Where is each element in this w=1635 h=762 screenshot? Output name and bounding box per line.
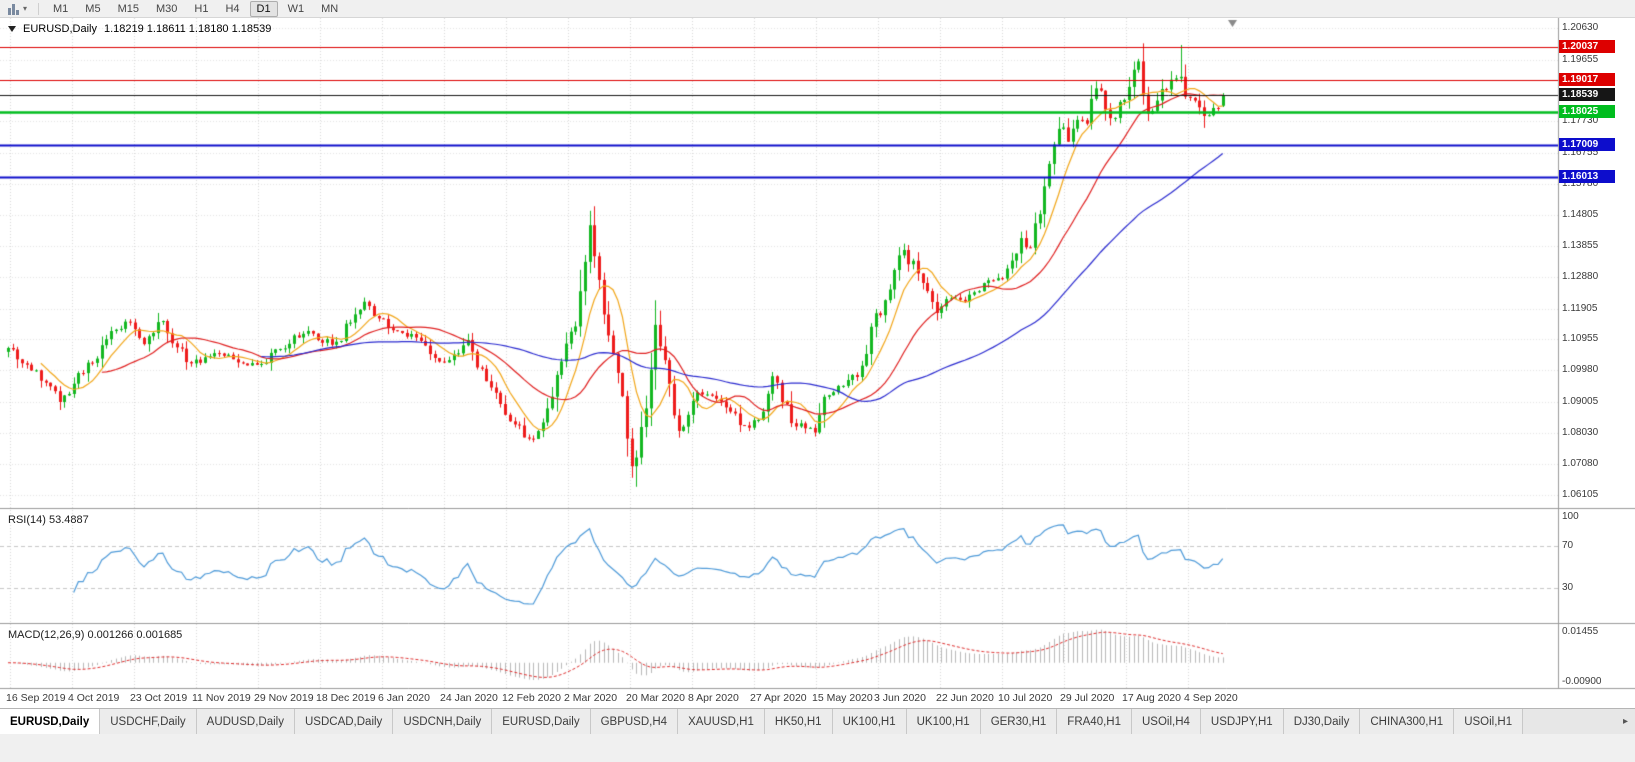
timeframe-button-w1[interactable]: W1 [287, 2, 305, 15]
date-label: 12 Feb 2020 [502, 692, 561, 704]
chart-tab-china300-h1[interactable]: CHINA300,H1 [1360, 709, 1455, 734]
macd-values: 0.001266 0.001685 [87, 629, 183, 641]
y-axis-label: 1.09980 [1562, 364, 1599, 375]
chart-ohlc: 1.18219 1.18611 1.18180 1.18539 [103, 23, 272, 35]
chart-tab-eurusd-daily[interactable]: EURUSD,Daily [492, 709, 591, 734]
price-tag: 1.18539 [1559, 88, 1615, 101]
date-label: 24 Jan 2020 [440, 692, 498, 704]
price-tag: 1.18025 [1559, 105, 1615, 118]
chart-tab-usoil-h1[interactable]: USOil,H1 [1454, 709, 1524, 734]
y-axis-label: 1.07080 [1562, 458, 1599, 469]
timeframe-button-d1[interactable]: D1 [249, 0, 278, 17]
y-axis-label: 1.10955 [1562, 333, 1599, 344]
timeframe-buttons: M1 M5 M15 M30 H1 H4 D1 W1 MN [46, 0, 345, 17]
rsi-label: RSI(14) 53.4887 [8, 514, 89, 526]
y-axis-label: 1.08030 [1562, 427, 1599, 438]
y-axis-label: 1.12880 [1562, 271, 1599, 282]
y-axis-label: 1.06105 [1562, 489, 1599, 500]
price-tag: 1.17009 [1559, 138, 1615, 151]
chart-tab-usdjpy-h1[interactable]: USDJPY,H1 [1200, 709, 1284, 734]
rsi-axis-label: 100 [1562, 511, 1579, 522]
y-axis-label: 1.19655 [1562, 54, 1599, 65]
date-label: 29 Jul 2020 [1060, 692, 1115, 704]
rsi-axis-label: 70 [1562, 540, 1574, 551]
chart-tab-usdcnh-daily[interactable]: USDCNH,Daily [393, 709, 493, 734]
macd-name: MACD(12,26,9) [8, 629, 85, 641]
chart-tab-usoil-h4[interactable]: USOil,H4 [1131, 709, 1201, 734]
chart-tab-usdcad-daily[interactable]: USDCAD,Daily [294, 709, 394, 734]
date-label: 18 Dec 2019 [316, 692, 376, 704]
y-axis-label: 1.16755 [1562, 147, 1599, 158]
timeframe-toolbar: ▾ M1 M5 M15 M30 H1 H4 D1 W1 MN [0, 0, 1635, 18]
chart-tab-eurusd-daily[interactable]: EURUSD,Daily [0, 709, 101, 734]
chart-tab-xauusd-h1[interactable]: XAUUSD,H1 [678, 709, 765, 734]
date-label: 27 Apr 2020 [750, 692, 807, 704]
date-label: 10 Jul 2020 [998, 692, 1053, 704]
timeframe-button-m5[interactable]: M5 [85, 2, 101, 15]
date-label: 29 Nov 2019 [254, 692, 314, 704]
price-tag: 1.16013 [1559, 170, 1615, 183]
timeframe-button-m15[interactable]: M15 [117, 2, 139, 15]
chart-symbol: EURUSD,Daily [23, 23, 97, 35]
y-axis-label: 1.09005 [1562, 396, 1599, 407]
chart-tab-gbpusd-h4[interactable]: GBPUSD,H4 [590, 709, 679, 734]
date-label: 6 Jan 2020 [378, 692, 430, 704]
date-label: 22 Jun 2020 [936, 692, 994, 704]
y-axis-label: 1.17730 [1562, 115, 1599, 126]
date-label: 15 May 2020 [812, 692, 873, 704]
chart-tab-audusd-daily[interactable]: AUDUSD,Daily [196, 709, 295, 734]
timeframe-button-mn[interactable]: MN [321, 2, 339, 15]
chart-tabs-bar: EURUSD,Daily USDCHF,Daily AUDUSD,Daily USDC… [0, 708, 1635, 734]
y-axis-label: 1.15780 [1562, 178, 1599, 189]
chart-area: EURUSD,Daily 1.18219 1.18611 1.18180 1.1… [0, 18, 1635, 708]
date-label: 11 Nov 2019 [192, 692, 251, 704]
date-label: 23 Oct 2019 [130, 692, 188, 704]
y-axis-label: 1.13855 [1562, 240, 1599, 251]
date-label: 4 Sep 2020 [1184, 692, 1238, 704]
y-axis-label: 1.20630 [1562, 22, 1599, 33]
price-tag: 1.20037 [1559, 40, 1615, 53]
y-axis-label: 1.11905 [1562, 303, 1598, 314]
date-label: 17 Aug 2020 [1122, 692, 1181, 704]
chart-tab-uk100-h1[interactable]: UK100,H1 [832, 709, 907, 734]
date-label: 4 Oct 2019 [68, 692, 120, 704]
toolbar-separator [38, 2, 40, 15]
timeframe-button-h4[interactable]: H4 [225, 2, 240, 15]
macd-axis-min-label: -0.00900 [1562, 676, 1602, 687]
price-tag: 1.19017 [1559, 73, 1615, 86]
chart-type-dropdown-icon[interactable]: ▾ [23, 4, 28, 13]
chart-tab-uk100-h1[interactable]: UK100,H1 [906, 709, 981, 734]
date-label: 8 Apr 2020 [688, 692, 739, 704]
rsi-value: 53.4887 [48, 514, 89, 526]
chart-type-icon[interactable] [5, 2, 22, 15]
rsi-axis-label: 30 [1562, 582, 1574, 593]
chart-tab-usdchf-daily[interactable]: USDCHF,Daily [100, 709, 197, 734]
chart-symbol-icon [8, 26, 16, 32]
y-axis-label: 1.14805 [1562, 209, 1599, 220]
timeframe-button-h1[interactable]: H1 [194, 2, 209, 15]
date-label: 2 Mar 2020 [564, 692, 618, 704]
tab-scroll-right-icon[interactable]: ▸ [1622, 716, 1628, 727]
chart-tab-ger30-h1[interactable]: GER30,H1 [980, 709, 1058, 734]
timeframe-button-m1[interactable]: M1 [53, 2, 69, 15]
chart-tab-hk50-h1[interactable]: HK50,H1 [764, 709, 833, 734]
date-label: 3 Jun 2020 [874, 692, 926, 704]
price-chart-canvas[interactable] [0, 18, 1635, 708]
timeframe-button-m30[interactable]: M30 [155, 2, 178, 15]
date-label: 20 Mar 2020 [626, 692, 685, 704]
macd-axis-max-label: 0.01455 [1562, 626, 1599, 637]
date-label: 16 Sep 2019 [6, 692, 66, 704]
chart-tab-dj30-daily[interactable]: DJ30,Daily [1283, 709, 1361, 734]
chart-tab-fra40-h1[interactable]: FRA40,H1 [1057, 709, 1132, 734]
chart-title: EURUSD,Daily 1.18219 1.18611 1.18180 1.1… [8, 23, 271, 35]
window-footer [0, 734, 1635, 762]
rsi-name: RSI(14) [8, 514, 46, 526]
macd-label: MACD(12,26,9) 0.001266 0.001685 [8, 629, 182, 641]
